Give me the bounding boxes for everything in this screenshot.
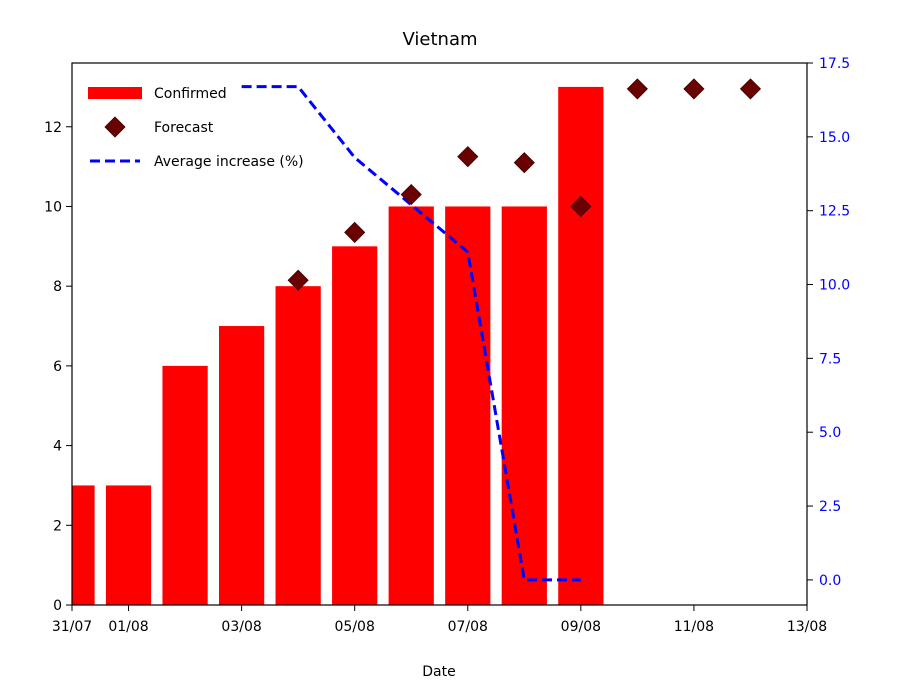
y-tick-label-left-0: 0 [53,598,62,614]
bar-confirmed-9 [558,86,604,606]
y-tick-label-right-5: 12.5 [819,204,850,220]
marker-forecast-5 [570,195,592,218]
x-axis: 31/07 01/08 03/08 05/08 07/08 09/08 11/08 13/08 [52,605,827,635]
x-axis-label: Date [422,664,455,680]
y-tick-label-right-1: 2.5 [819,499,841,515]
y-axis-left: 0 2 4 6 8 10 12 [44,120,72,614]
marker-forecast-4 [513,152,535,174]
legend-label-confirmed: Confirmed [154,86,227,102]
marker-forecast-1 [344,221,366,243]
y-tick-label-right-3: 7.5 [819,351,841,367]
y-tick-label-right-2: 5.0 [819,425,841,441]
y-tick-label-left-4: 8 [53,279,62,295]
bar-confirmed-6 [388,206,434,605]
marker-forecast-2 [400,183,422,206]
y-tick-label-right-0: 0.0 [819,573,841,589]
marker-forecast-0 [287,269,309,291]
x-tick-label-2: 03/08 [221,619,261,635]
x-tick-label-7: 13/08 [787,619,827,635]
x-tick-label-0: 31/07 [52,619,92,635]
y-axis-right: 0.0 2.5 5.0 7.5 10.0 12.5 15.0 17.5 [807,56,850,589]
marker-forecast-7 [683,78,705,100]
x-tick-label-6: 11/08 [674,619,714,635]
bar-confirmed-8 [501,206,547,605]
x-tick-label-1: 01/08 [108,619,148,635]
bar-confirmed-3 [219,326,265,605]
bar-confirmed-5 [332,246,378,605]
y-tick-label-left-5: 10 [44,199,62,215]
bar-confirmed-0 [72,485,95,605]
y-tick-label-right-7: 17.5 [819,56,850,72]
legend: Confirmed Forecast Average increase (%) [88,86,304,170]
bar-confirmed-1 [105,485,152,605]
chart-title: Vietnam [402,29,477,50]
legend-label-forecast: Forecast [154,120,214,136]
marker-forecast-3 [457,146,479,168]
bars-layer [72,86,604,606]
plot-frame [71,62,808,606]
y-tick-label-right-6: 15.0 [819,130,850,146]
bar-confirmed-2 [162,365,208,605]
markers-layer [287,78,762,291]
legend-swatch-forecast [104,116,126,138]
legend-label-average: Average increase (%) [154,154,304,170]
marker-forecast-8 [739,78,762,100]
marker-forecast-6 [626,78,648,100]
x-tick-label-5: 09/08 [561,619,601,635]
legend-swatch-confirmed [88,87,142,99]
bar-confirmed-7 [445,206,491,605]
x-tick-label-3: 05/08 [335,619,375,635]
y-tick-label-left-3: 6 [53,359,62,375]
y-tick-label-right-4: 10.0 [819,278,850,294]
x-tick-label-4: 07/08 [448,619,488,635]
y-tick-label-left-1: 2 [53,518,62,534]
bar-confirmed-4 [275,286,321,605]
y-tick-label-left-2: 4 [53,439,62,455]
y-tick-label-left-6: 12 [44,120,62,136]
